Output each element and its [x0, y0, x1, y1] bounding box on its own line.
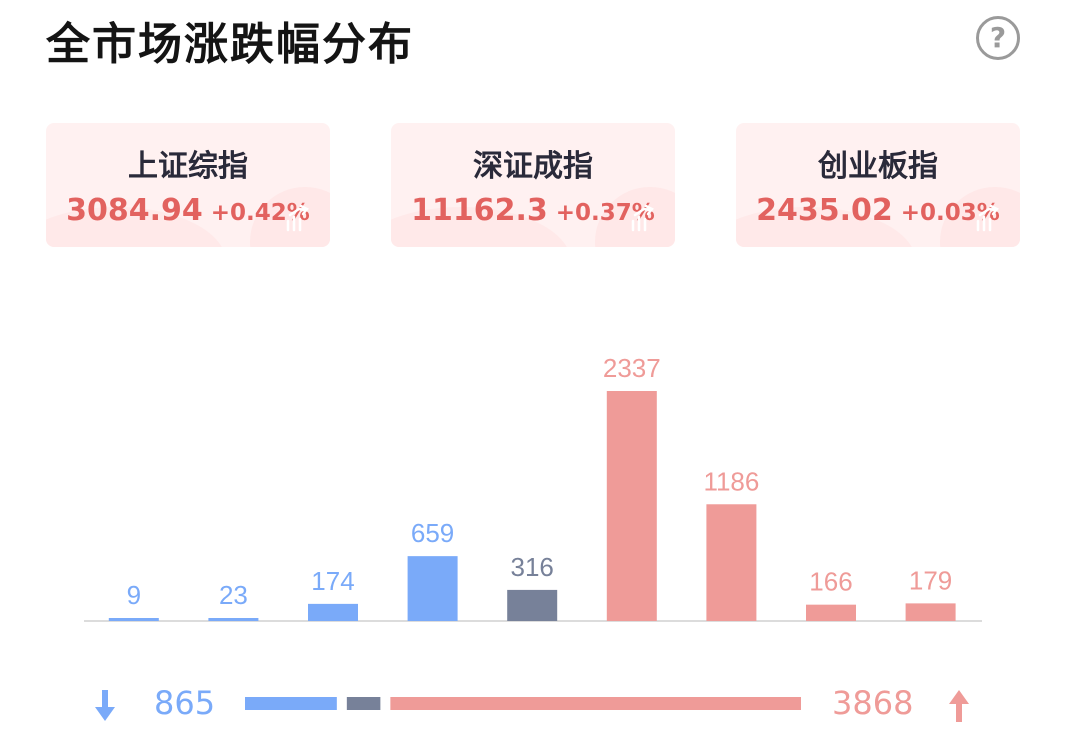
data-label: 659: [411, 518, 454, 548]
down-total: 865: [154, 684, 216, 722]
index-name: 深证成指: [473, 149, 593, 184]
data-label: 179: [909, 565, 952, 595]
bar: [905, 603, 956, 621]
data-label: 1186: [703, 466, 759, 496]
page-title: 全市场涨跌幅分布: [46, 19, 414, 70]
bar: [606, 391, 657, 621]
data-label: 2337: [603, 353, 661, 383]
up-total: 3868: [832, 684, 914, 722]
distribution-bar-chart: 9>7%237~5%1745~2%6592~0%316平23370~2%1186…: [84, 353, 982, 622]
ratio-bar-down: [245, 697, 337, 710]
index-card-cyb[interactable]: 创业板指 2435.02 +0.03%: [736, 123, 1020, 247]
bar: [706, 504, 757, 621]
data-label: 316: [511, 552, 554, 582]
index-price: 11162.3: [411, 193, 548, 228]
bar: [208, 618, 259, 621]
data-label: 23: [219, 580, 248, 610]
index-price: 3084.94: [66, 193, 203, 228]
trend-up-icon: [286, 204, 309, 232]
index-name: 创业板指: [818, 149, 938, 184]
bar: [507, 589, 558, 621]
bar: [407, 556, 458, 621]
bar: [806, 604, 856, 621]
index-card-sh[interactable]: 上证综指 3084.94 +0.42%: [46, 123, 330, 247]
data-label: 9: [127, 580, 141, 610]
ratio-bar-up: [390, 697, 801, 710]
bar: [308, 603, 358, 621]
trend-up-icon: [631, 204, 654, 232]
arrow-up-icon: [949, 690, 969, 722]
ratio-bar: [245, 697, 801, 710]
index-values: 2435.02 +0.03%: [736, 193, 1020, 228]
bar: [108, 618, 159, 621]
data-label: 166: [809, 567, 852, 597]
trend-up-icon: [976, 204, 999, 232]
help-icon[interactable]: ?: [976, 16, 1020, 60]
index-price: 2435.02: [756, 193, 893, 228]
arrow-down-icon: [95, 690, 115, 721]
data-label: 174: [311, 566, 354, 596]
ratio-bar-flat: [346, 697, 381, 710]
index-card-sz[interactable]: 深证成指 11162.3 +0.37%: [391, 123, 675, 247]
index-name: 上证综指: [128, 149, 248, 184]
